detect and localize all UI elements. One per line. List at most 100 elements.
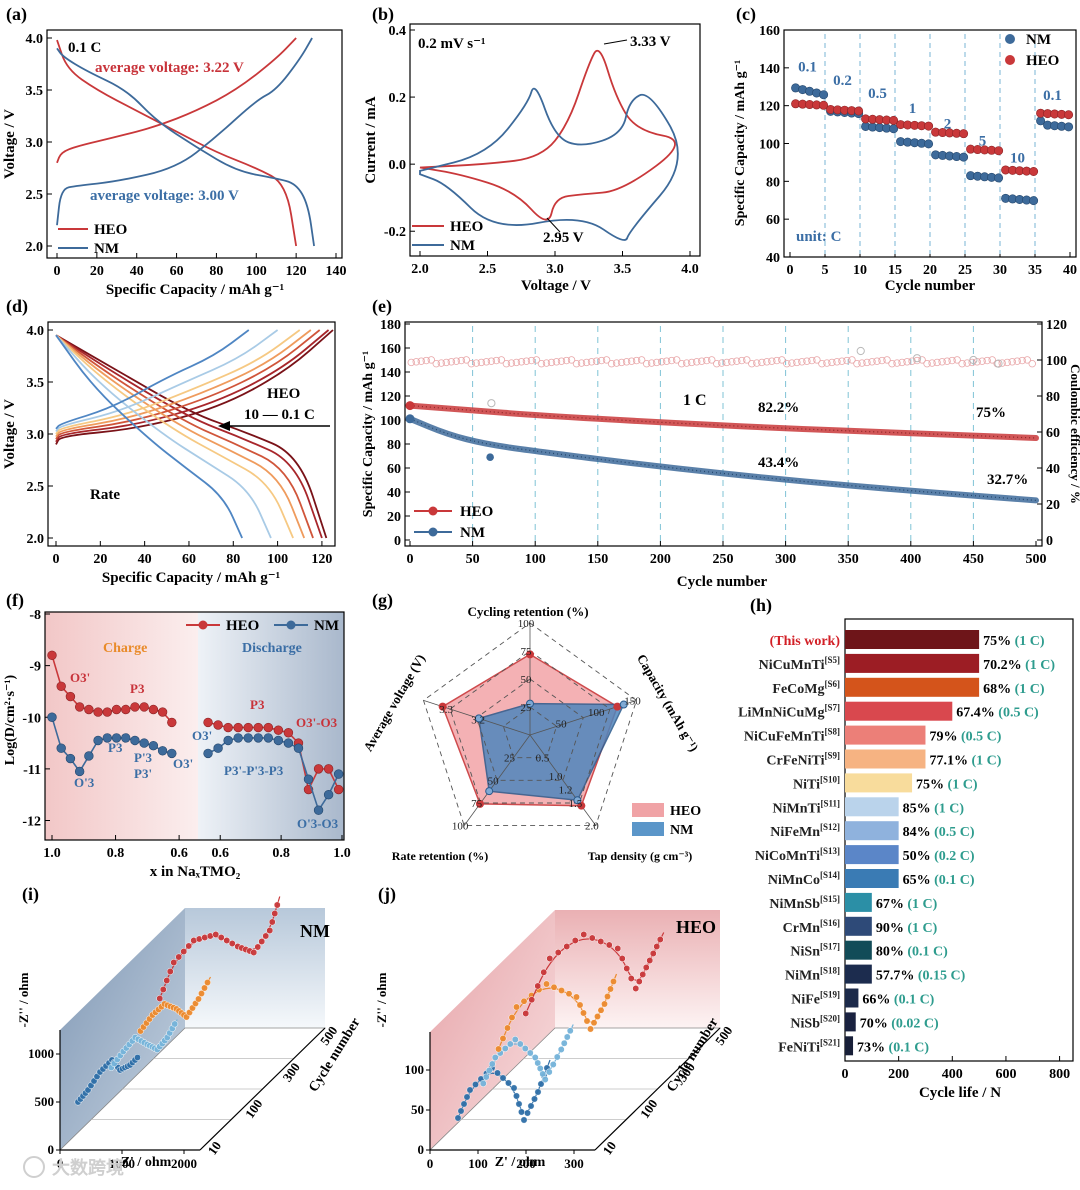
panel-e-ce-point: [863, 358, 871, 367]
e-xtick-label: 350: [838, 552, 859, 567]
panel-a-ylabel: Voltage / V: [2, 109, 18, 179]
panel-i-ylabel: -Z'' / ohm: [16, 972, 31, 1027]
panel-e-ce-point: [963, 359, 971, 367]
panel-f-point: [233, 722, 243, 733]
panel-b-curves: [419, 49, 679, 241]
panel-e-ce-point: [432, 359, 440, 368]
panel-i-label: (i): [22, 884, 39, 905]
panel-h-rate: (1 C): [948, 777, 978, 792]
panel-c-label: (c): [736, 4, 756, 25]
panel-h-retention: 57.7%: [876, 969, 918, 984]
panel-e-ce-point: [818, 359, 826, 368]
panel-e-ce-point: [923, 359, 931, 368]
panel-f-nm-label-1: P3: [108, 740, 123, 755]
j-plot-point: [510, 1084, 518, 1092]
panel-f-point: [65, 691, 76, 702]
b-xtick-label: 3.5: [614, 262, 632, 277]
j-plot-point: [531, 1095, 538, 1103]
panel-g-label: (g): [372, 590, 393, 611]
j-plot-point: [550, 983, 558, 991]
panel-h-retention: 73%: [857, 1040, 889, 1055]
panel-h-bar-value: 75% (1 C): [983, 634, 1045, 649]
panel-g-legend-nm: NM: [670, 823, 693, 838]
i-plot-ytick-label: 0: [48, 1142, 55, 1157]
panel-h-xlabel: Cycle life / N: [919, 1085, 1001, 1101]
panel-h-bar: [845, 964, 872, 984]
panel-g-tick-label: 0.5: [536, 753, 550, 765]
panel-g-nm-point: [619, 700, 628, 709]
panel-h-bar-name: NiFe: [791, 993, 820, 1008]
panel-e-ce-point: [888, 359, 896, 368]
panel-e-ce-point: [848, 356, 856, 364]
panel-e-ce-point: [1008, 358, 1016, 366]
panel-f-point: [333, 769, 344, 779]
panel-d-charge-1: [55, 329, 330, 443]
panel-e-ce-point: [447, 358, 456, 366]
c-xtick-label: 30: [993, 263, 1007, 278]
panel-g-tick-label: 25: [504, 753, 516, 765]
j-plot-point: [520, 997, 528, 1005]
e-xtick-label: 400: [900, 552, 921, 567]
panel-h-bar-label: NiSn[S17]: [790, 942, 840, 960]
panel-h-bar-label: NiTi[S10]: [793, 774, 840, 792]
j-plot-point: [524, 1109, 531, 1117]
c-ytick-label: 140: [759, 62, 780, 77]
panel-a-series-1: [56, 39, 298, 247]
j-plot-point: [627, 975, 635, 982]
i-plot-point: [271, 910, 279, 917]
panel-f-point: [139, 702, 149, 712]
panel-h-bar: [845, 701, 953, 721]
panel-h-bar-value: 68% (1 C): [983, 682, 1045, 697]
e-ytick-label: 40: [387, 486, 401, 501]
panel-g-heo-point: [613, 702, 622, 711]
panel-f-legend-nm: NM: [314, 618, 339, 634]
j-plot-point: [501, 1045, 509, 1052]
panel-e-ce-point: [422, 356, 430, 365]
a-xtick-label: 0: [54, 264, 61, 279]
e-xtick-label: 300: [775, 552, 796, 567]
panel-e-ce-point: [542, 359, 551, 367]
panel-f-nm-label-6: P3'-P'3-P3: [224, 763, 284, 778]
panel-j-xlabel: Z' / ohm: [495, 1155, 546, 1170]
panel-e-ce-point: [642, 359, 651, 368]
panel-e-ce-point: [507, 359, 516, 367]
a-ytick-label: 2.0: [26, 240, 44, 255]
panel-f-point: [84, 751, 94, 761]
i-plot-point: [170, 959, 178, 966]
panel-b-series-0: [419, 49, 676, 221]
panel-f-point: [84, 704, 94, 715]
panel-f-legend-nm-marker: [286, 620, 296, 630]
panel-f-point: [323, 789, 334, 800]
panel-f-legend-heo-marker: [198, 620, 208, 630]
c-ytick-label: 160: [759, 24, 780, 39]
panel-c-rate-label: 10: [1010, 150, 1025, 166]
panel-h-bar-name: NiMnTi: [773, 801, 821, 816]
j-plot-point: [515, 1100, 523, 1108]
panel-c-heo-point: [924, 121, 934, 131]
panel-h-retention: 67%: [876, 897, 908, 912]
panel-e-ce-outlier: [912, 354, 922, 363]
panel-c-rate-label: 0.5: [868, 86, 887, 102]
c-xtick-label: 0: [787, 263, 794, 278]
e-y2tick-label: 60: [1046, 426, 1060, 441]
panel-g-tick-label: 3.3: [439, 704, 453, 716]
panel-f-point: [233, 733, 243, 743]
panel-c-legend-heo-marker: [1005, 55, 1015, 65]
j-plot-point: [541, 1076, 549, 1083]
panel-h-bar: [845, 773, 913, 793]
i-plot-point: [185, 942, 193, 950]
panel-e-ce-point: [517, 358, 526, 366]
panel-h-retention: 80%: [876, 945, 908, 960]
i-plot-point: [156, 995, 164, 1002]
panel-f-point: [223, 722, 233, 733]
e-y2tick-label: 120: [1046, 318, 1067, 333]
j-plot-point: [508, 1014, 516, 1021]
f-xtick-label: 1.0: [43, 846, 61, 861]
panel-e-ce-point: [948, 356, 956, 365]
panel-b-peak-red-leader: [546, 217, 561, 233]
panel-h-bar-ref: [S13]: [820, 846, 840, 856]
panel-f-point: [333, 784, 344, 795]
panel-h-rate: (0.5 C): [998, 706, 1039, 721]
panel-e-ce-point: [557, 357, 566, 365]
j-plot-point: [494, 1069, 501, 1077]
